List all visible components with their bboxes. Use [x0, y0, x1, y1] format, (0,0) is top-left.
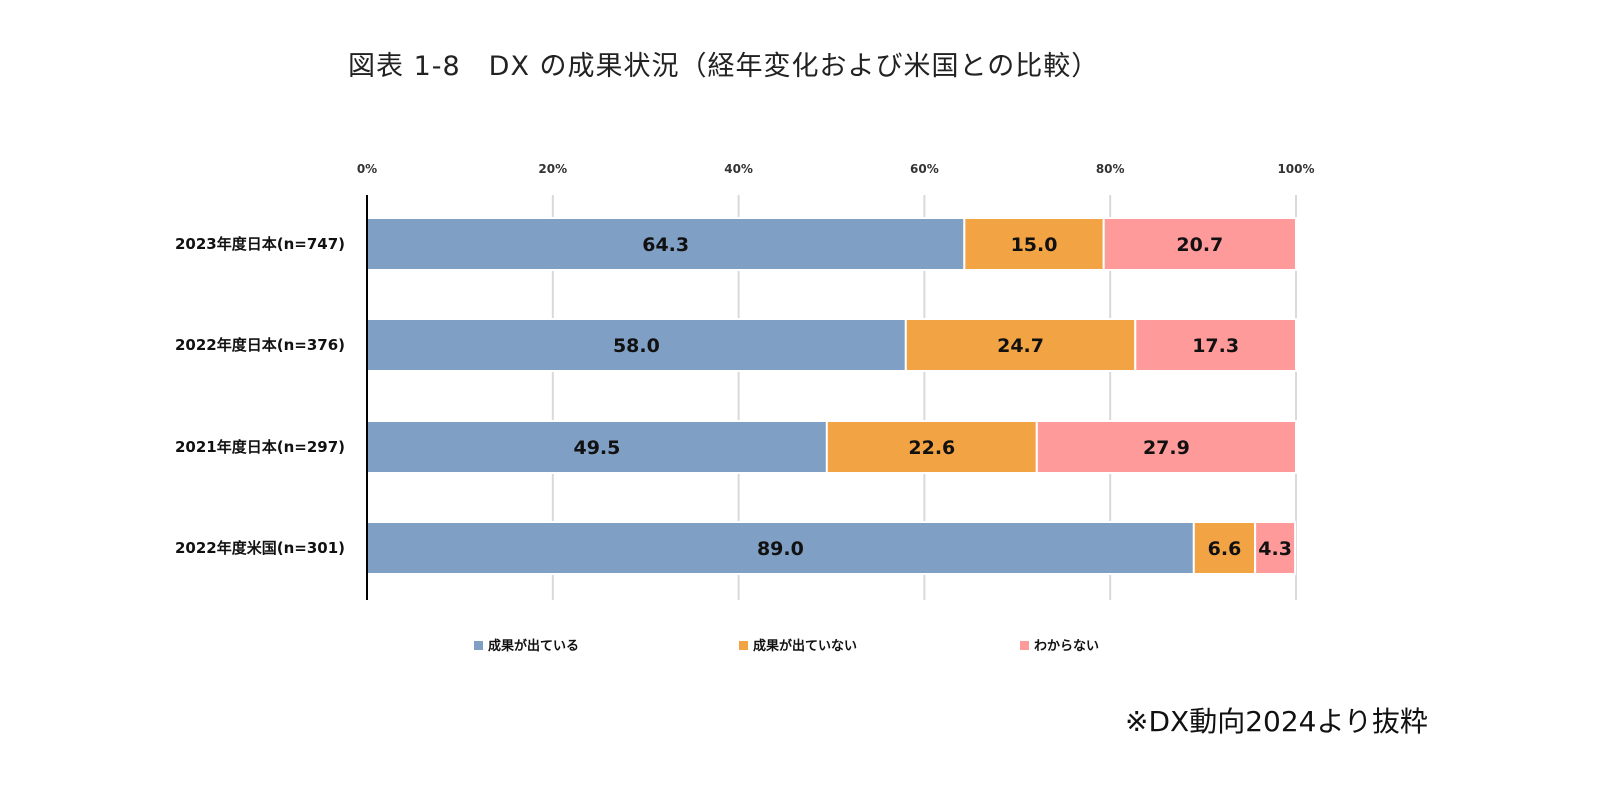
x-tick-label: 100% [1277, 162, 1314, 176]
category-label: 2021年度日本(n=297) [175, 438, 345, 456]
legend-label: わからない [1034, 639, 1099, 654]
data-label: 64.3 [642, 234, 689, 256]
legend-label: 成果が出ている [488, 638, 579, 654]
data-label: 17.3 [1192, 335, 1239, 357]
category-label: 2023年度日本(n=747) [175, 235, 345, 253]
data-label: 22.6 [908, 437, 955, 459]
data-label: 20.7 [1176, 234, 1223, 256]
x-tick-label: 40% [724, 162, 753, 176]
data-label: 15.0 [1011, 234, 1058, 256]
data-label: 89.0 [757, 538, 804, 560]
category-label: 2022年度米国(n=301) [175, 539, 345, 557]
x-tick-label: 20% [538, 162, 567, 176]
category-label: 2022年度日本(n=376) [175, 336, 345, 354]
bar-segment [1254, 521, 1297, 575]
data-label: 6.6 [1208, 538, 1242, 560]
legend-swatch [1020, 641, 1029, 650]
bar-segment [1134, 318, 1297, 372]
data-label: 24.7 [997, 335, 1044, 357]
bar-segment [366, 420, 828, 474]
x-tick-label: 60% [910, 162, 939, 176]
legend-swatch [739, 641, 748, 650]
data-label: 4.3 [1258, 538, 1292, 560]
data-label: 27.9 [1143, 437, 1190, 459]
data-label: 58.0 [613, 335, 660, 357]
bar-segment [1035, 420, 1297, 474]
x-tick-label: 0% [357, 162, 377, 176]
legend-label: 成果が出ていない [753, 638, 857, 654]
bar-segment [1102, 217, 1298, 271]
legend-swatch [474, 641, 483, 650]
source-note: ※DX動向2024より抜粋 [1125, 705, 1428, 738]
bar-segment [825, 420, 1038, 474]
chart-title: 図表 1-8 DX の成果状況（経年変化および米国との比較） [348, 51, 1100, 82]
bar-segment [366, 521, 1195, 575]
x-tick-label: 80% [1096, 162, 1125, 176]
data-label: 49.5 [573, 437, 620, 459]
